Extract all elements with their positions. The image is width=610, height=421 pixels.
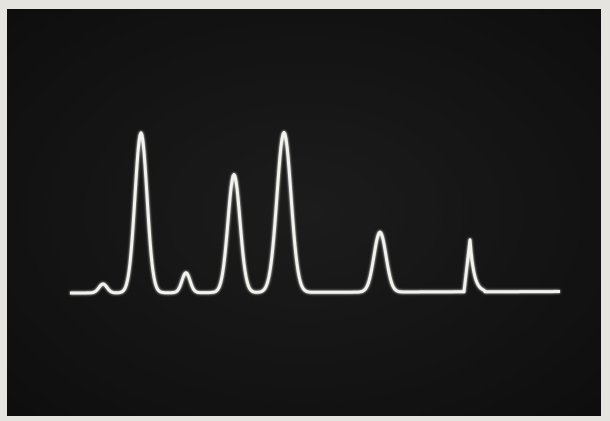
screen [7,9,601,416]
page: {} (() => { const peaks = [ {x: 103, h: … [0,0,610,421]
oscilloscope-photo [0,0,610,421]
